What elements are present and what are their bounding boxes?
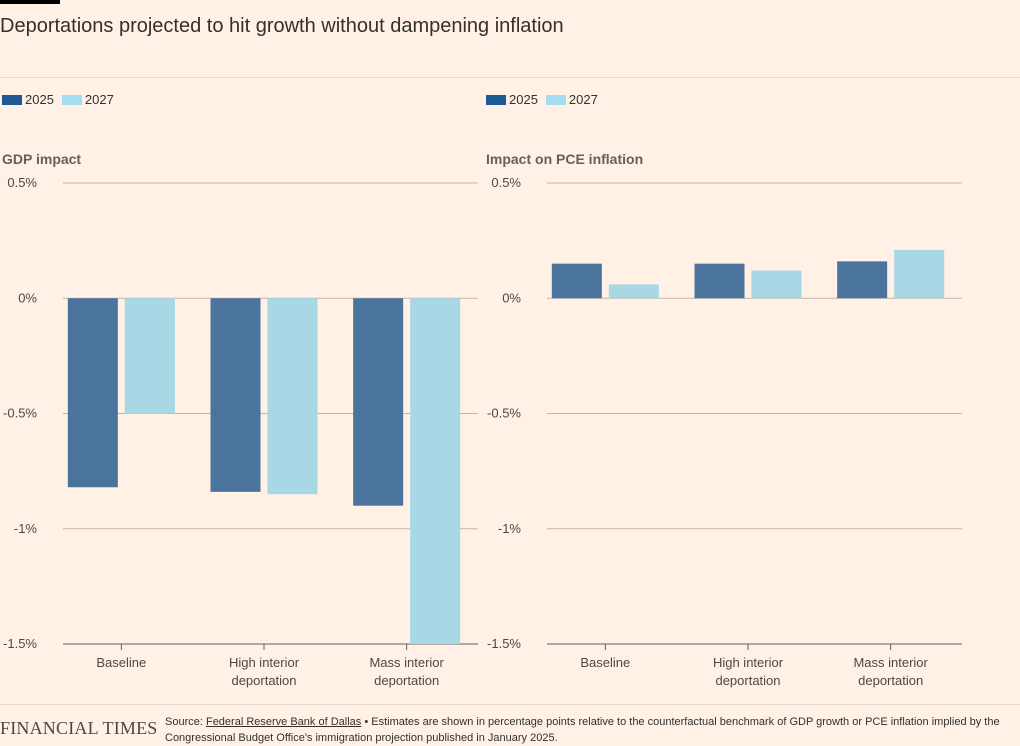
legend-item-2025: 2025: [486, 92, 538, 107]
header-divider: [0, 77, 1020, 78]
legend-left: 2025 2027: [2, 92, 122, 107]
gdp-x-tick-label: deportation: [374, 673, 439, 688]
legend-item-2027: 2027: [61, 92, 114, 107]
pce-y-tick-label: 0.5%: [491, 175, 521, 190]
pce-x-tick-label: Baseline: [580, 655, 630, 670]
pce-y-tick-label: 0%: [502, 290, 521, 305]
gdp-bar-2027: [410, 298, 461, 644]
pce-y-tick-label: -1%: [498, 521, 522, 536]
gdp-x-tick-label: Mass interior: [369, 655, 444, 670]
gdp-bar-2025: [353, 298, 404, 506]
legend-swatch-2025: [486, 94, 506, 105]
pce-bar-2027: [751, 270, 802, 299]
gdp-chart-title: GDP impact: [2, 151, 82, 167]
gdp-x-tick-label: High interior: [229, 655, 300, 670]
pce-x-tick-label: High interior: [713, 655, 784, 670]
source-link[interactable]: Federal Reserve Bank of Dallas: [205, 716, 362, 728]
gdp-y-tick-label: 0%: [18, 290, 37, 305]
gdp-x-tick-label: Baseline: [96, 655, 146, 670]
gdp-bar-2027: [267, 298, 318, 495]
pce-chart-title: Impact on PCE inflation: [486, 151, 644, 167]
legend-swatch-2027: [61, 94, 82, 105]
legend-label-2027: 2027: [568, 92, 598, 107]
gdp-y-tick-label: -1%: [14, 521, 38, 536]
source-description: • Estimates are shown in percentage poin…: [165, 716, 1000, 744]
legend-label-2025: 2025: [25, 92, 54, 107]
gdp-bar-2027: [124, 298, 175, 414]
brand-top-bar: [0, 0, 60, 4]
gdp-y-tick-label: -0.5%: [3, 406, 37, 421]
pce-x-tick-label: deportation: [715, 673, 780, 688]
gdp-bar-2025: [210, 298, 261, 492]
legend-swatch-2025: [2, 94, 22, 105]
pce-y-tick-label: -1.5%: [487, 636, 521, 651]
pce-x-tick-label: Mass interior: [853, 655, 928, 670]
source-note: Source: Federal Reserve Bank of Dallas •…: [165, 714, 1015, 746]
gdp-y-tick-label: -1.5%: [3, 636, 37, 651]
page-title: Deportations projected to hit growth wit…: [0, 15, 564, 37]
gdp-y-tick-label: 0.5%: [7, 175, 37, 190]
pce-bar-2025: [837, 261, 888, 299]
legend-swatch-2027: [545, 94, 566, 105]
footer-divider: [0, 704, 1020, 705]
pce-bar-2027: [608, 284, 659, 299]
source-prefix: Source:: [165, 716, 206, 728]
financial-times-logo: FINANCIAL TIMES: [0, 718, 158, 738]
legend-item-2027: 2027: [545, 92, 598, 107]
pce-x-tick-label: deportation: [858, 673, 923, 688]
legend-right: 2025 2027: [486, 92, 606, 107]
pce-bar-2025: [551, 263, 602, 299]
pce-bar-2025: [694, 263, 745, 299]
legend-label-2025: 2025: [509, 92, 538, 107]
gdp-bar-2025: [67, 298, 118, 488]
gdp-x-tick-label: deportation: [231, 673, 296, 688]
pce-bar-2027: [894, 249, 945, 299]
legend-item-2025: 2025: [2, 92, 54, 107]
pce-y-tick-label: -0.5%: [487, 406, 521, 421]
legend-label-2027: 2027: [84, 92, 114, 107]
